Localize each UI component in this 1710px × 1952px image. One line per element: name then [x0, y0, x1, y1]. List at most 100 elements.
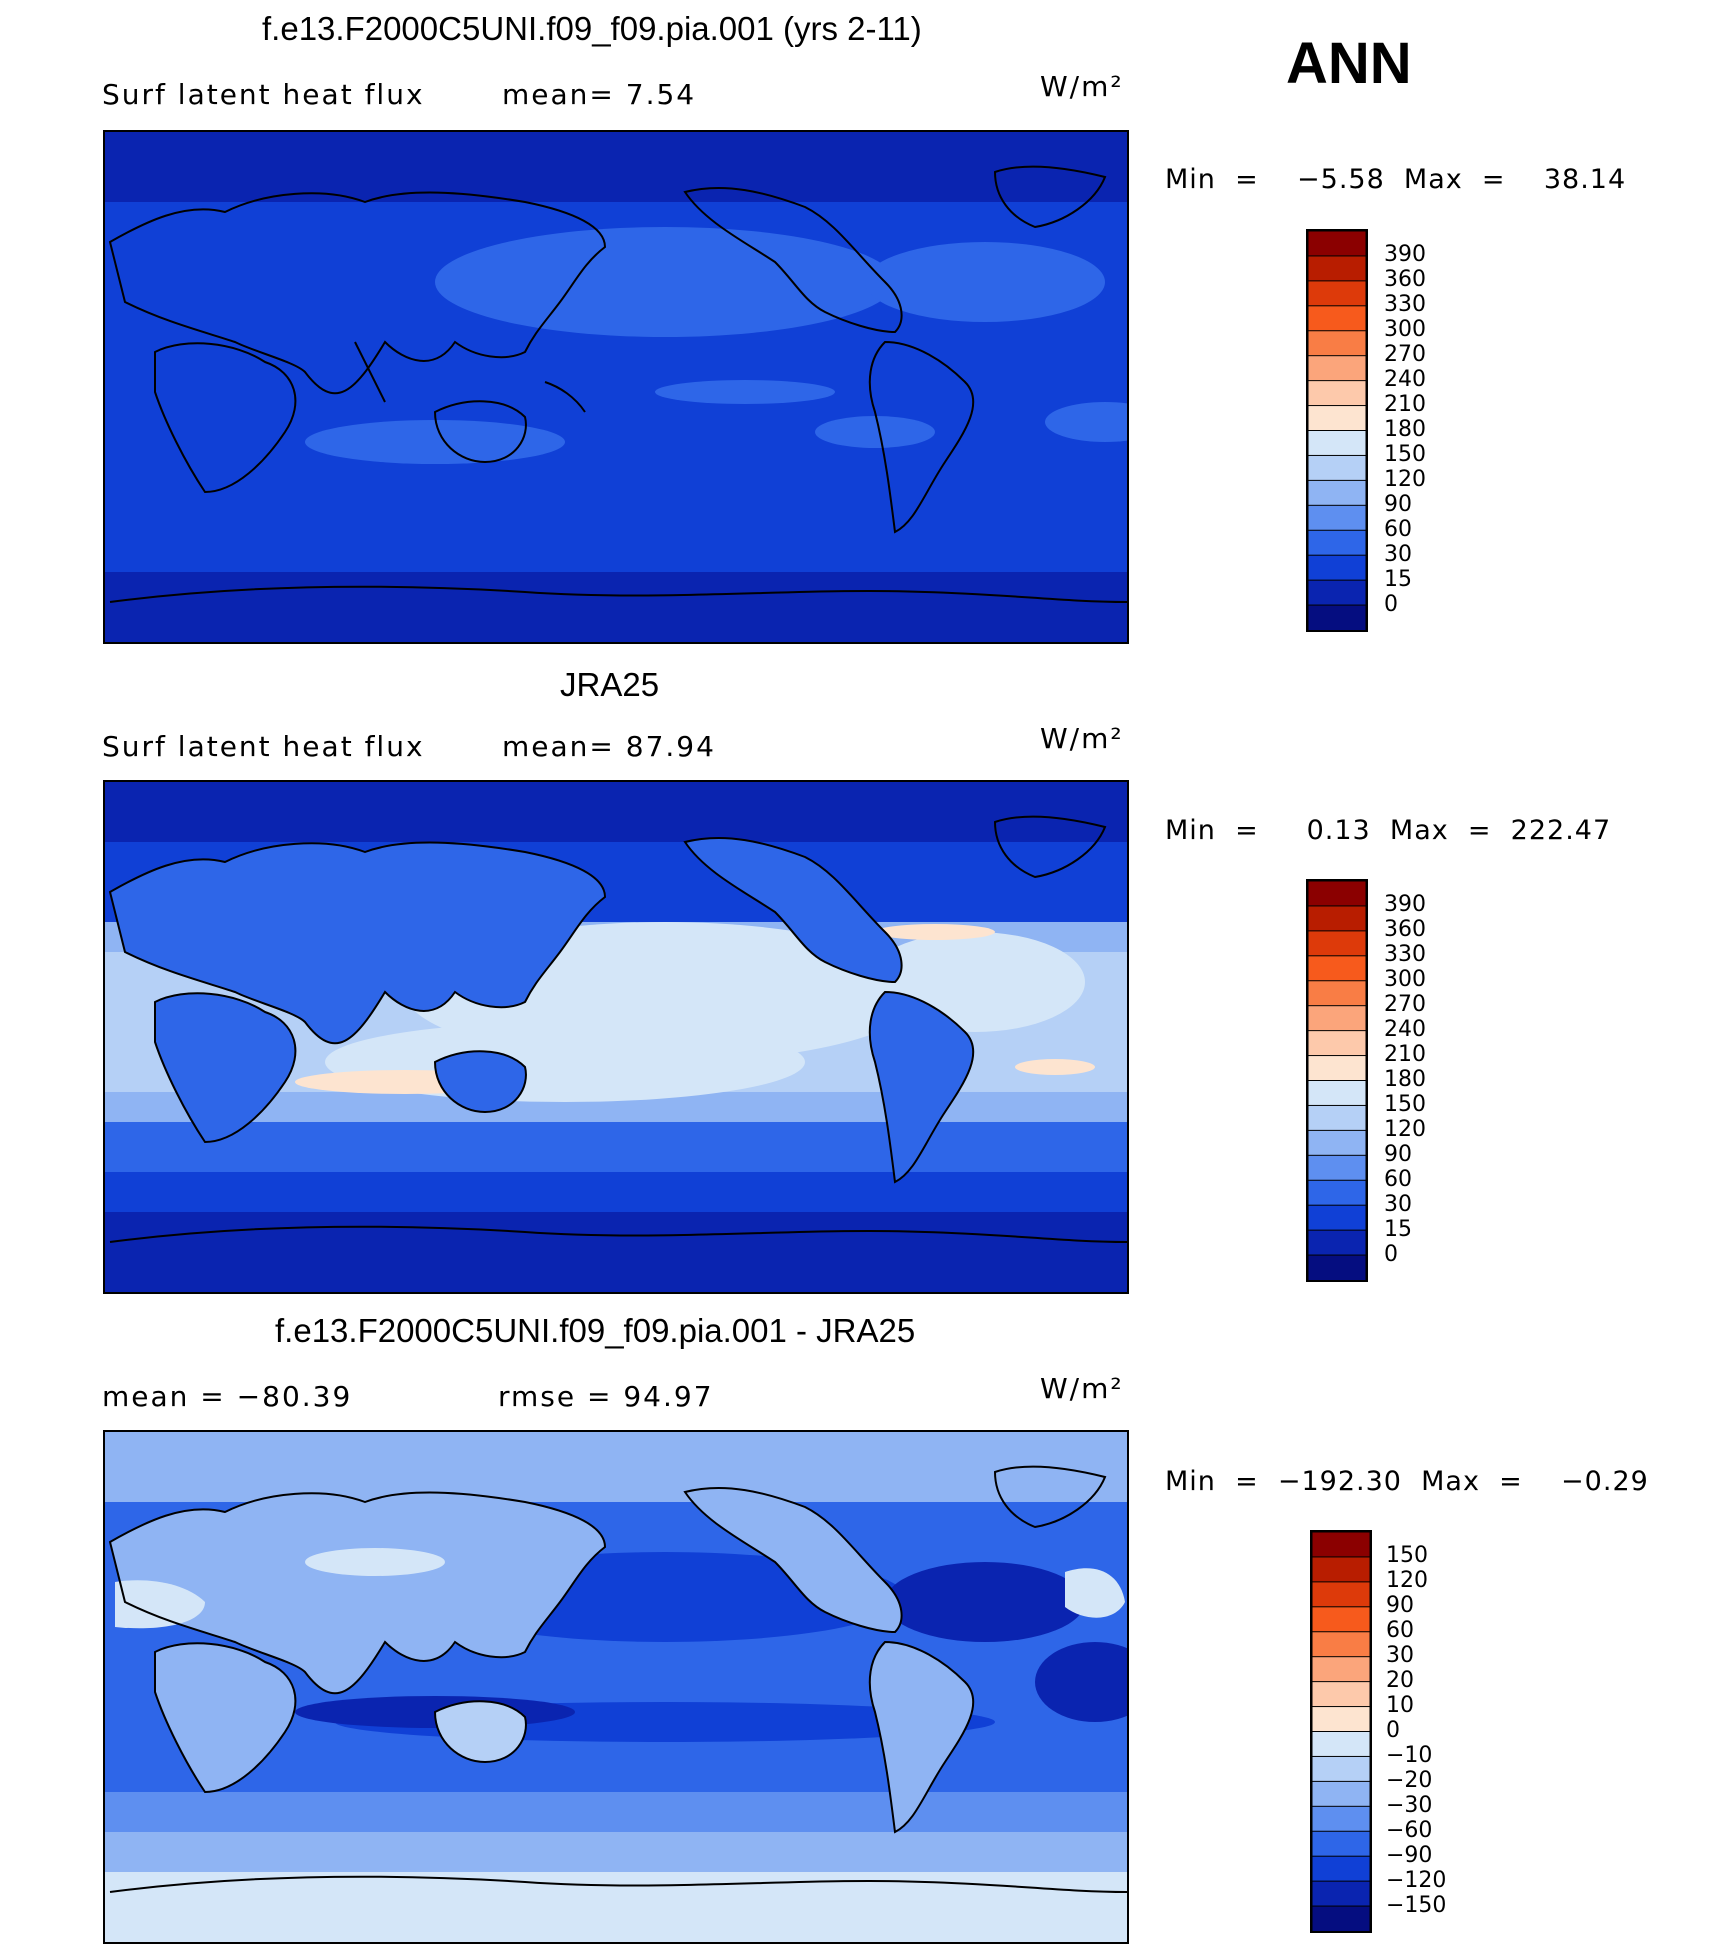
colorbar-swatch	[1308, 355, 1366, 382]
variable-label: Surf latent heat flux	[102, 78, 425, 111]
colorbar-swatches	[1308, 881, 1366, 1280]
colorbar-observation	[1306, 879, 1368, 1282]
colorbar-label: 360	[1384, 267, 1426, 292]
colorbar-label: 90	[1384, 492, 1412, 517]
colorbar-swatch	[1308, 980, 1366, 1007]
colorbar-swatch	[1312, 1681, 1370, 1708]
min-max-label: Min = 0.13 Max = 222.47	[1165, 815, 1612, 846]
min-max-label: Min = −5.58 Max = 38.14	[1165, 164, 1627, 195]
colorbar-swatch	[1308, 955, 1366, 982]
colorbar-swatch	[1308, 479, 1366, 507]
colorbar-labels: 150 120 90 60 30 20 10 0 −10 −20 −30 −60…	[1386, 1543, 1446, 1918]
colorbar-model	[1306, 229, 1368, 632]
colorbar-label: −30	[1386, 1793, 1433, 1818]
colorbar-swatch	[1312, 1606, 1370, 1633]
colorbar-label: 390	[1384, 892, 1426, 917]
colorbar-swatch	[1308, 1204, 1366, 1232]
colorbar-label: −20	[1386, 1768, 1433, 1793]
colorbar-swatch	[1312, 1656, 1370, 1683]
panel-title: JRA25	[560, 666, 660, 703]
colorbar-swatch	[1308, 881, 1366, 907]
units-label: W/m²	[1040, 1372, 1124, 1405]
colorbar-label: 270	[1384, 992, 1426, 1017]
colorbar-label: −60	[1386, 1818, 1433, 1843]
colorbar-swatch	[1308, 430, 1366, 457]
colorbar-label: −10	[1386, 1743, 1433, 1768]
colorbar-swatch	[1312, 1631, 1370, 1658]
map-contour-plot	[105, 132, 1127, 642]
colorbar-label: 330	[1384, 292, 1426, 317]
panel-title: f.e13.F2000C5UNI.f09_f09.pia.001 - JRA25	[275, 1312, 916, 1349]
colorbar-swatch	[1308, 604, 1366, 630]
colorbar-swatch	[1308, 1179, 1366, 1207]
colorbar-label: 360	[1384, 917, 1426, 942]
colorbar-label: 150	[1384, 1092, 1426, 1117]
colorbar-label: 180	[1384, 1067, 1426, 1092]
panel-title: f.e13.F2000C5UNI.f09_f09.pia.001 (yrs 2-…	[262, 10, 922, 47]
colorbar-swatch	[1308, 280, 1366, 307]
map-observation	[103, 780, 1129, 1294]
colorbar-swatch	[1308, 255, 1366, 282]
colorbar-label: −90	[1386, 1843, 1433, 1868]
colorbar-label: 240	[1384, 1017, 1426, 1042]
colorbar-swatch	[1312, 1556, 1370, 1583]
colorbar-label: 10	[1386, 1693, 1414, 1718]
units-label: W/m²	[1040, 722, 1124, 755]
colorbar-label: 210	[1384, 1042, 1426, 1067]
colorbar-swatch	[1308, 1030, 1366, 1057]
colorbar-swatch	[1308, 1080, 1366, 1107]
colorbar-swatch	[1308, 905, 1366, 932]
colorbar-swatch	[1312, 1755, 1370, 1783]
colorbar-swatch	[1308, 554, 1366, 582]
colorbar-swatch	[1308, 1254, 1366, 1280]
colorbar-swatch	[1308, 504, 1366, 532]
colorbar-swatch	[1308, 579, 1366, 607]
colorbar-swatches	[1308, 231, 1366, 630]
colorbar-label: 0	[1384, 1242, 1398, 1267]
colorbar-swatch	[1308, 1104, 1366, 1132]
colorbar-label: 60	[1386, 1618, 1414, 1643]
colorbar-label: 150	[1384, 442, 1426, 467]
colorbar-label: 270	[1384, 342, 1426, 367]
colorbar-label: 0	[1384, 592, 1398, 617]
colorbar-label: −150	[1386, 1893, 1447, 1918]
colorbar-labels: 390 360 330 300 270 240 210 180 150 120 …	[1384, 242, 1426, 617]
colorbar-swatch	[1312, 1855, 1370, 1883]
colorbar-swatch	[1308, 1229, 1366, 1257]
colorbar-swatch	[1308, 1055, 1366, 1082]
map-contour-plot	[105, 1432, 1127, 1942]
colorbar-label: 30	[1384, 542, 1412, 567]
map-model	[103, 130, 1129, 644]
colorbar-swatch	[1312, 1805, 1370, 1833]
colorbar-label: 15	[1384, 1217, 1412, 1242]
colorbar-swatch	[1312, 1706, 1370, 1733]
colorbar-labels: 390 360 330 300 270 240 210 180 150 120 …	[1384, 892, 1426, 1267]
colorbar-swatch	[1312, 1780, 1370, 1808]
colorbar-swatch	[1312, 1731, 1370, 1758]
colorbar-label: 330	[1384, 942, 1426, 967]
colorbar-swatch	[1308, 231, 1366, 257]
mean-label: mean= 87.94	[502, 730, 716, 763]
colorbar-label: 120	[1384, 467, 1426, 492]
colorbar-label: 180	[1384, 417, 1426, 442]
season-label: ANN	[1286, 31, 1412, 96]
colorbar-label: 20	[1386, 1668, 1414, 1693]
map-contour-plot	[105, 782, 1127, 1292]
colorbar-label: 120	[1386, 1568, 1428, 1593]
colorbar-swatch	[1308, 305, 1366, 332]
colorbar-label: 390	[1384, 242, 1426, 267]
colorbar-swatch	[1308, 1154, 1366, 1182]
colorbar-swatch	[1312, 1830, 1370, 1858]
colorbar-label: 15	[1384, 567, 1412, 592]
colorbar-label: 0	[1386, 1718, 1400, 1743]
colorbar-swatch	[1308, 529, 1366, 557]
rmse-label: rmse = 94.97	[498, 1380, 714, 1413]
colorbar-label: 90	[1384, 1142, 1412, 1167]
colorbar-label: 30	[1386, 1643, 1414, 1668]
colorbar-label: 60	[1384, 1167, 1412, 1192]
colorbar-swatch	[1312, 1581, 1370, 1608]
colorbar-swatch	[1308, 330, 1366, 357]
colorbar-swatch	[1308, 380, 1366, 407]
colorbar-label: −120	[1386, 1868, 1447, 1893]
colorbar-swatches	[1312, 1532, 1370, 1931]
